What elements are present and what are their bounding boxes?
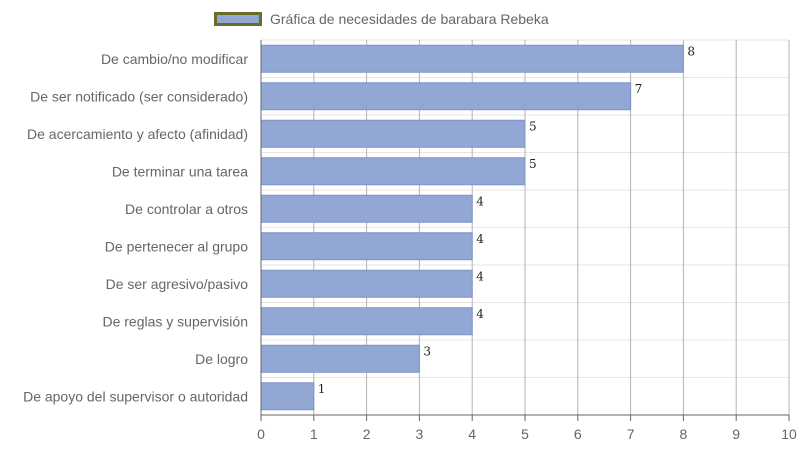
category-label: De acercamiento y afecto (afinidad)	[27, 126, 248, 142]
data-label: 5	[529, 157, 537, 171]
x-tick-label: 6	[574, 426, 582, 442]
bar	[260, 119, 526, 148]
bar	[260, 382, 315, 411]
bar	[260, 269, 473, 298]
data-label: 5	[529, 119, 537, 133]
bar	[260, 157, 526, 186]
x-tick-label: 3	[416, 426, 424, 442]
data-label: 8	[687, 44, 695, 58]
data-label: 1	[318, 382, 326, 396]
data-label: 7	[635, 82, 643, 96]
category-label: De logro	[195, 351, 248, 367]
x-tick-label: 2	[363, 426, 371, 442]
legend-swatch	[214, 12, 262, 26]
bar	[260, 344, 420, 373]
category-label: De ser notificado (ser considerado)	[30, 88, 248, 104]
legend-label: Gráfica de necesidades de barabara Rebek…	[270, 11, 549, 27]
bar	[260, 232, 473, 261]
x-tick-label: 10	[781, 426, 797, 442]
bar	[260, 44, 684, 73]
x-tick-label: 0	[257, 426, 265, 442]
category-label: De ser agresivo/pasivo	[106, 276, 249, 292]
x-tick-label: 1	[310, 426, 318, 442]
data-label: 4	[476, 269, 484, 283]
category-label: De terminar una tarea	[112, 163, 248, 179]
data-label: 4	[476, 232, 484, 246]
x-tick-label: 9	[732, 426, 740, 442]
legend[interactable]: Gráfica de necesidades de barabara Rebek…	[214, 10, 549, 28]
data-label: 3	[423, 344, 431, 358]
category-label: De pertenecer al grupo	[105, 238, 248, 254]
category-label: De apoyo del supervisor o autoridad	[23, 388, 248, 404]
bar	[260, 307, 473, 336]
category-label: De reglas y supervisión	[102, 313, 248, 329]
x-tick-label: 5	[521, 426, 529, 442]
category-label: De controlar a otros	[125, 201, 248, 217]
x-tick-label: 4	[468, 426, 476, 442]
bar	[260, 82, 632, 111]
bar	[260, 194, 473, 223]
x-tick-label: 7	[627, 426, 635, 442]
data-label: 4	[476, 194, 484, 208]
x-tick-label: 8	[680, 426, 688, 442]
category-label: De cambio/no modificar	[101, 51, 248, 67]
data-label: 4	[476, 307, 484, 321]
